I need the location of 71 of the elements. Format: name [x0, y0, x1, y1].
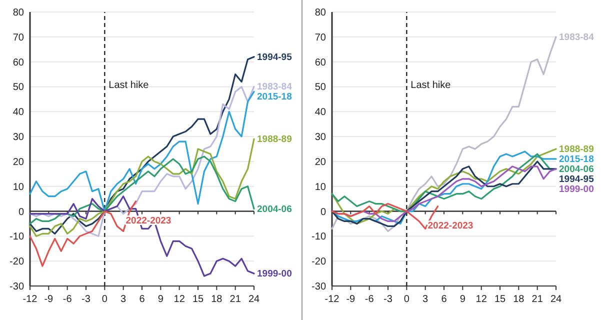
x-tick-label: -3 — [384, 294, 393, 305]
y-tick-label: 40 — [314, 107, 326, 118]
line-series — [331, 36, 557, 232]
x-tick-label: 21 — [230, 294, 242, 305]
x-tick-label: 6 — [441, 294, 448, 305]
y-tick-label: -20 — [312, 256, 326, 268]
y-tick-label: 80 — [12, 8, 24, 18]
y-tick-label: 50 — [314, 82, 326, 94]
y-tick-label: 20 — [314, 156, 326, 168]
x-tick-label: 6 — [139, 294, 146, 305]
x-tick-label: 9 — [158, 294, 164, 305]
x-tick-label: -9 — [44, 294, 54, 305]
y-tick-label: 40 — [12, 107, 24, 118]
x-tick-label: 0 — [404, 294, 410, 305]
y-tick-label: -10 — [10, 232, 24, 243]
x-tick-label: 21 — [532, 294, 544, 305]
x-tick-label: 12 — [174, 294, 186, 305]
y-tick-label: -30 — [312, 282, 326, 292]
series-label: 1994-95 — [559, 174, 595, 185]
series-label: 1994-95 — [257, 52, 293, 63]
y-tick-label: 60 — [314, 57, 326, 68]
y-tick-label: -20 — [10, 256, 24, 268]
series-label: 1999-00 — [257, 268, 292, 280]
x-tick-label: 18 — [211, 294, 223, 305]
x-tick-label: -12 — [22, 294, 38, 305]
x-tick-label: 24 — [248, 294, 260, 305]
line-series — [29, 196, 255, 277]
x-tick-label: -3 — [82, 294, 91, 305]
y-tick-label: -10 — [312, 232, 326, 243]
x-tick-label: -6 — [364, 294, 374, 305]
x-tick-label: 12 — [476, 294, 488, 305]
y-tick-label: 70 — [314, 32, 326, 44]
x-tick-label: 15 — [192, 294, 204, 305]
series-label: 1988-89 — [559, 144, 594, 155]
y-tick-label: 60 — [12, 57, 24, 68]
x-tick-label: 24 — [550, 294, 562, 305]
y-tick-label: 30 — [12, 132, 24, 144]
y-tick-label: 0 — [18, 206, 24, 218]
x-tick-label: 3 — [422, 294, 429, 305]
x-tick-label: -9 — [346, 294, 356, 305]
x-tick-label: 15 — [494, 294, 506, 305]
line-series — [29, 56, 255, 234]
x-tick-label: -6 — [62, 294, 72, 305]
y-tick-label: 10 — [314, 182, 326, 193]
x-tick-label: 3 — [120, 294, 127, 305]
x-tick-label: 9 — [460, 294, 466, 305]
series-label: 1983-84 — [559, 32, 595, 43]
y-tick-label: 50 — [12, 82, 24, 94]
y-tick-label: 20 — [12, 156, 24, 168]
series-label: 1983-84 — [257, 82, 293, 93]
y-tick-label: 30 — [314, 132, 326, 144]
y-tick-label: 0 — [320, 206, 326, 218]
series-label: 2004-06 — [559, 164, 594, 175]
y-tick-label: 10 — [12, 182, 24, 193]
series-label: 1988-89 — [257, 134, 292, 146]
x-tick-label: 18 — [513, 294, 525, 305]
y-tick-label: 80 — [314, 8, 326, 18]
x-tick-label: -12 — [324, 294, 340, 305]
series-label: 1999-00 — [559, 184, 594, 195]
line-series — [29, 90, 255, 212]
series-label: 2004-06 — [257, 204, 292, 215]
series-label: 2022-2023 — [428, 220, 474, 232]
ref-line-label: Last hike — [108, 80, 150, 92]
ref-line-label: Last hike — [410, 80, 452, 92]
series-label: 2015-18 — [257, 92, 292, 103]
line-series — [29, 138, 255, 237]
x-tick-label: 0 — [102, 294, 108, 305]
y-tick-label: 70 — [12, 32, 24, 44]
series-label: 2015-18 — [559, 154, 594, 165]
line-series — [29, 156, 255, 225]
y-tick-label: -30 — [10, 282, 24, 292]
